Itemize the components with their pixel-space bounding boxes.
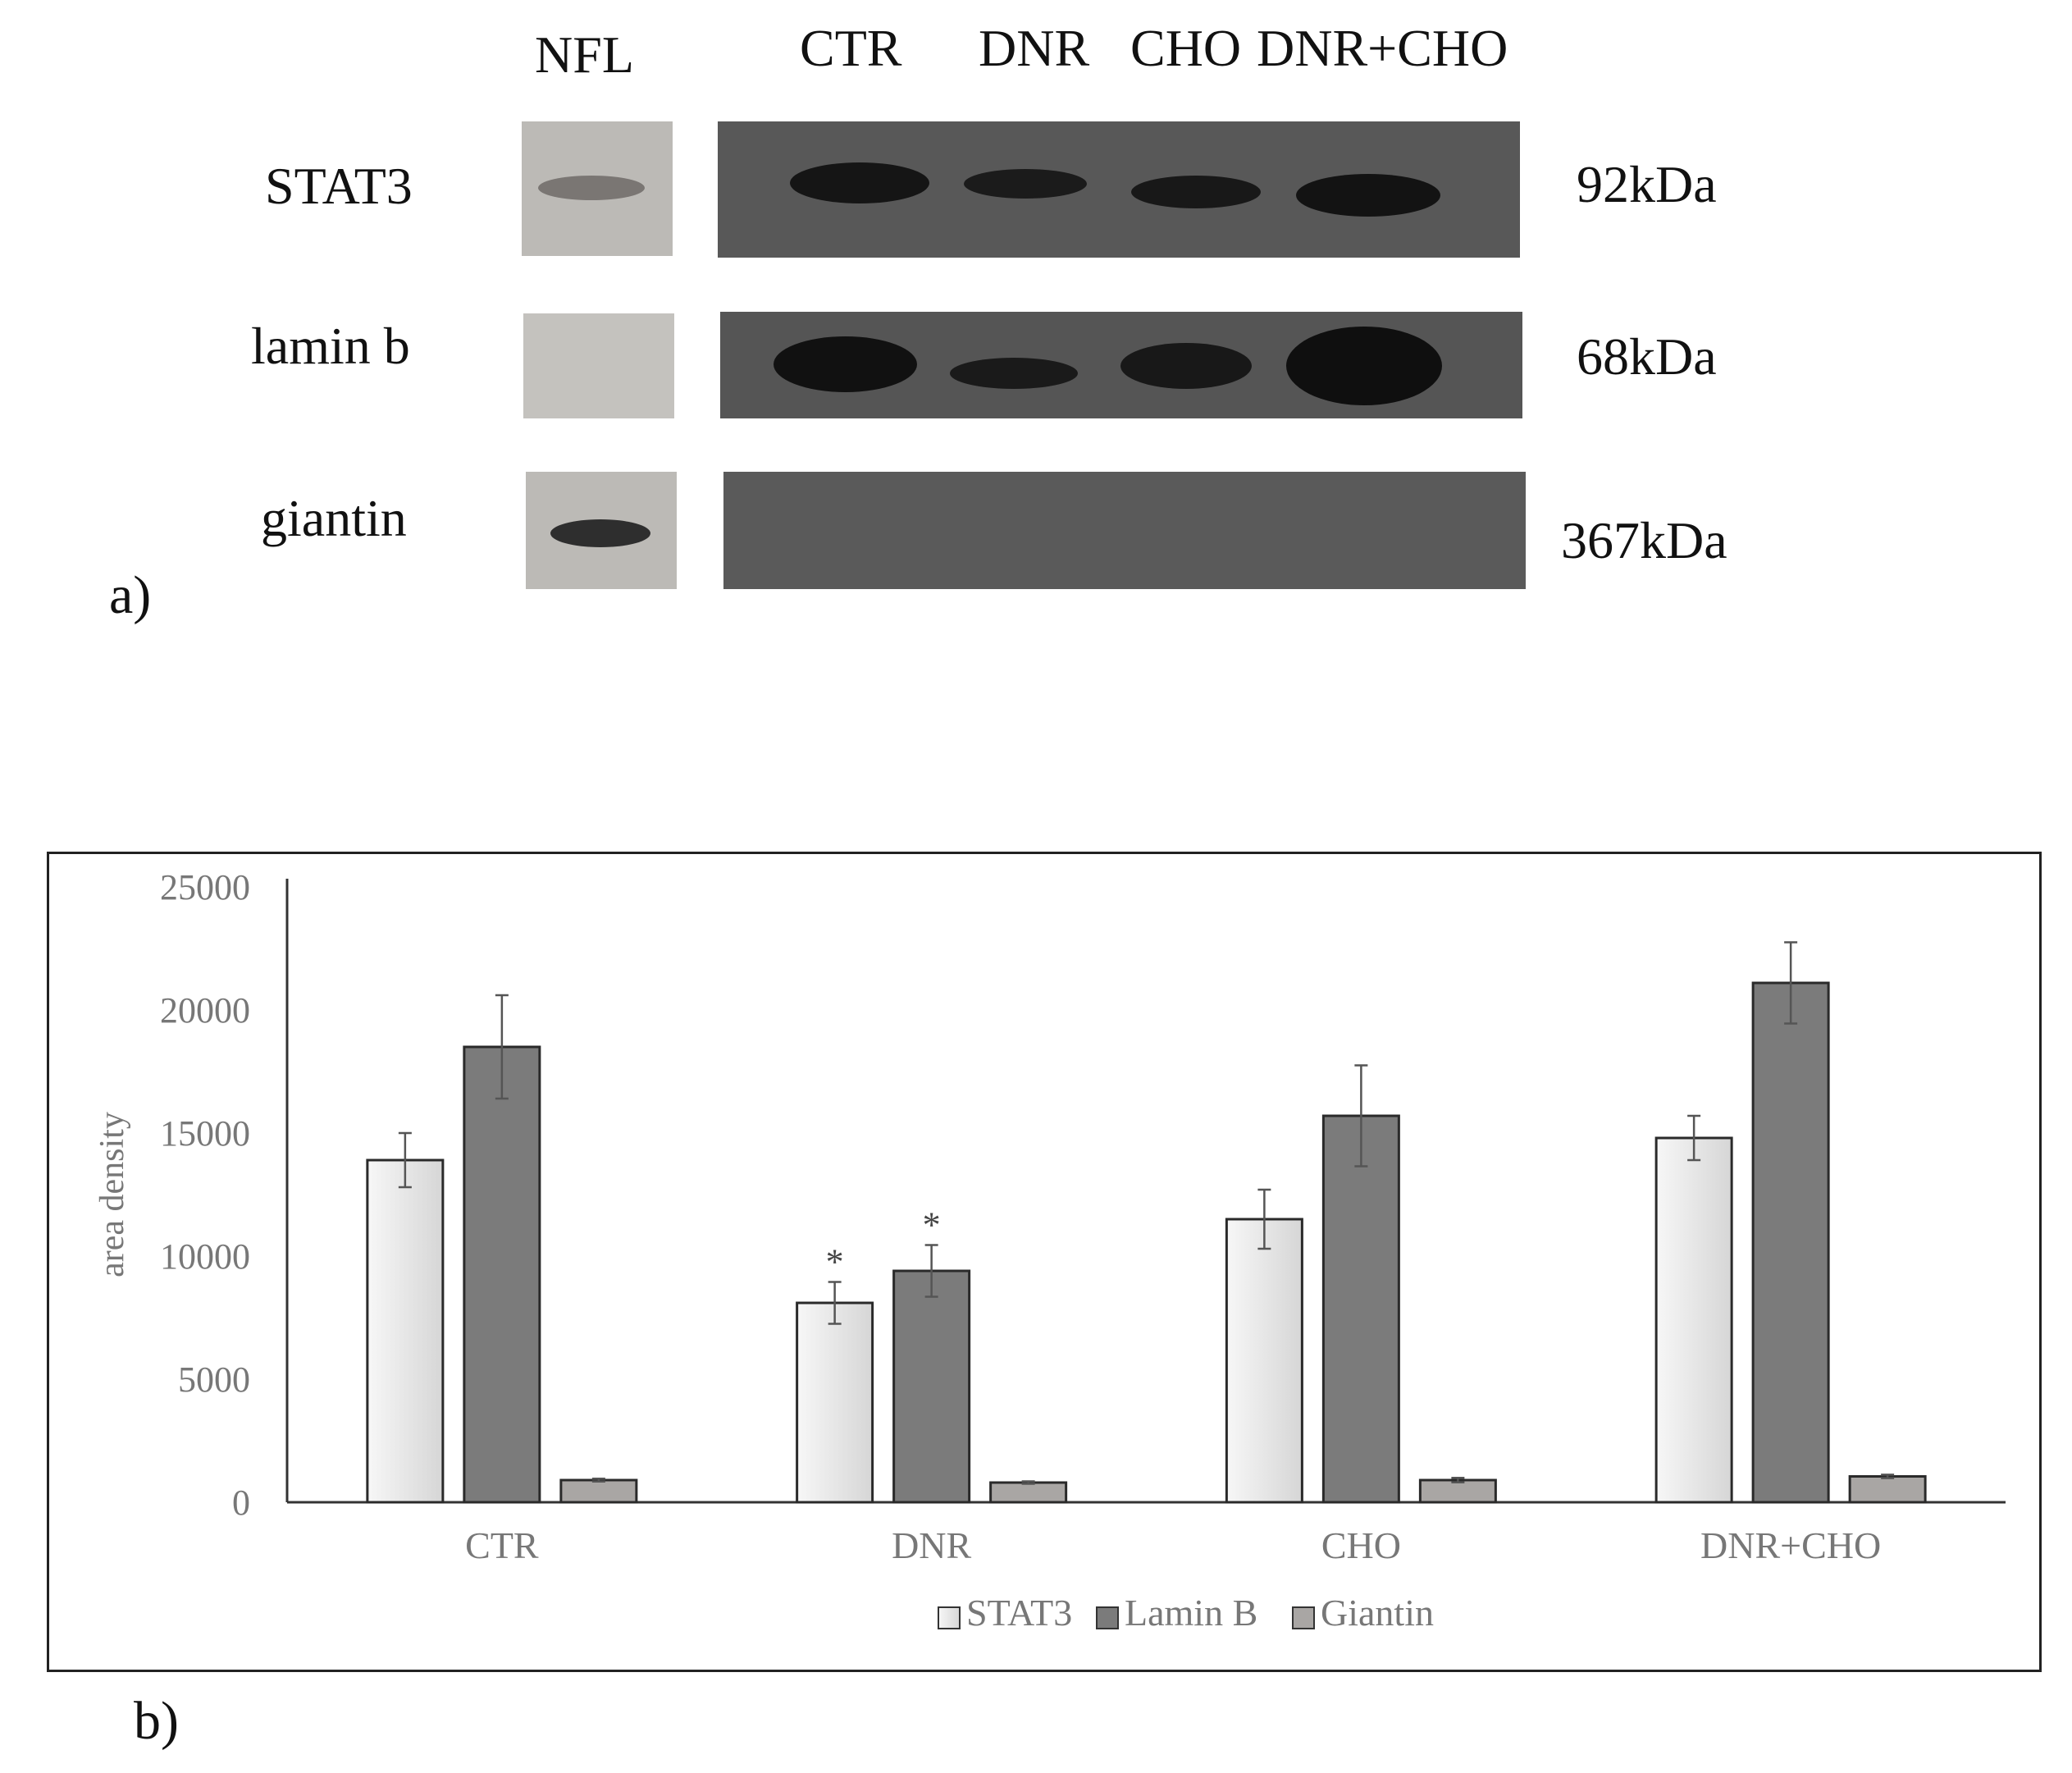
legend-swatch xyxy=(1292,1606,1315,1629)
significance-mark: * xyxy=(923,1205,941,1245)
panel-label-b: b) xyxy=(134,1691,179,1751)
bar-giantin-ctr xyxy=(559,1478,638,1504)
row-label-stat3: STAT3 xyxy=(265,157,413,215)
band-ctr-lamin-b xyxy=(774,336,917,392)
band-cho-stat3 xyxy=(1131,176,1261,208)
blot-strip-stat3 xyxy=(718,121,1520,258)
y-tick-label: 0 xyxy=(232,1483,250,1523)
y-tick-label: 20000 xyxy=(160,990,250,1030)
bar-lamin-b-cho xyxy=(1321,1114,1400,1504)
blot-strip-giantin xyxy=(723,472,1526,589)
y-tick-label: 5000 xyxy=(178,1359,250,1400)
bar-lamin-b-dnr-cho xyxy=(1751,981,1830,1504)
band-nfl-stat3 xyxy=(538,176,645,200)
blot-strip-nfl-lamin-b xyxy=(523,313,674,418)
lane-label-dnr: DNR xyxy=(979,19,1090,77)
x-tick-label: DNR xyxy=(892,1524,971,1566)
lane-label-nfl: NFL xyxy=(535,25,634,84)
bar-giantin-dnr-cho xyxy=(1848,1475,1927,1504)
significance-mark: * xyxy=(826,1242,844,1282)
x-tick-label: CHO xyxy=(1321,1524,1401,1566)
panel-label-a: a) xyxy=(109,565,152,625)
y-axis-label: area density xyxy=(94,1112,131,1277)
band-ctr-stat3 xyxy=(790,162,929,203)
legend-swatch xyxy=(938,1606,961,1629)
bar-giantin-dnr xyxy=(989,1481,1068,1504)
band-dnr-cho-lamin-b xyxy=(1286,327,1442,405)
bar-stat3-cho xyxy=(1225,1218,1303,1504)
blot-strip-lamin-b xyxy=(720,312,1522,418)
x-tick-label: DNR+CHO xyxy=(1700,1524,1881,1566)
y-tick-label: 15000 xyxy=(160,1113,250,1154)
bar-giantin-cho xyxy=(1418,1478,1497,1504)
y-tick-label: 10000 xyxy=(160,1236,250,1277)
blot-strip-nfl-giantin xyxy=(526,472,677,589)
bar-stat3-ctr xyxy=(366,1158,445,1504)
chart-frame: 0 5000 10000 15000 20000 25000 area density CTR… xyxy=(47,852,2042,1672)
legend-label: Giantin xyxy=(1321,1592,1434,1634)
kda-lamin-b: 68kDa xyxy=(1577,327,1717,386)
kda-giantin: 367kDa xyxy=(1561,511,1727,569)
x-tick-label: CTR xyxy=(465,1524,539,1566)
lane-label-ctr: CTR xyxy=(800,19,902,77)
band-dnr-cho-stat3 xyxy=(1296,174,1440,217)
band-dnr-lamin-b xyxy=(950,358,1078,389)
legend-label: Lamin B xyxy=(1125,1592,1257,1634)
legend-swatch xyxy=(1096,1606,1119,1629)
lane-label-dnr-cho: DNR+CHO xyxy=(1257,19,1508,77)
kda-stat3: 92kDa xyxy=(1577,155,1717,213)
band-nfl-giantin xyxy=(550,519,650,547)
y-tick-label: 25000 xyxy=(160,867,250,907)
band-cho-lamin-b xyxy=(1120,343,1252,389)
legend-label: STAT3 xyxy=(966,1592,1072,1634)
bar-stat3-dnr-cho xyxy=(1654,1136,1733,1504)
bar-stat3-dnr xyxy=(796,1301,874,1504)
bar-lamin-b-dnr xyxy=(892,1269,971,1504)
blot-strip-nfl-stat3 xyxy=(522,121,673,256)
row-label-lamin-b: lamin b xyxy=(251,317,410,375)
band-dnr-stat3 xyxy=(964,169,1087,199)
bar-lamin-b-ctr xyxy=(463,1045,541,1504)
row-label-giantin: giantin xyxy=(261,489,407,547)
lane-label-cho: CHO xyxy=(1130,19,1242,77)
bar-chart: 0 5000 10000 15000 20000 25000 area density CTR… xyxy=(94,867,2006,1634)
